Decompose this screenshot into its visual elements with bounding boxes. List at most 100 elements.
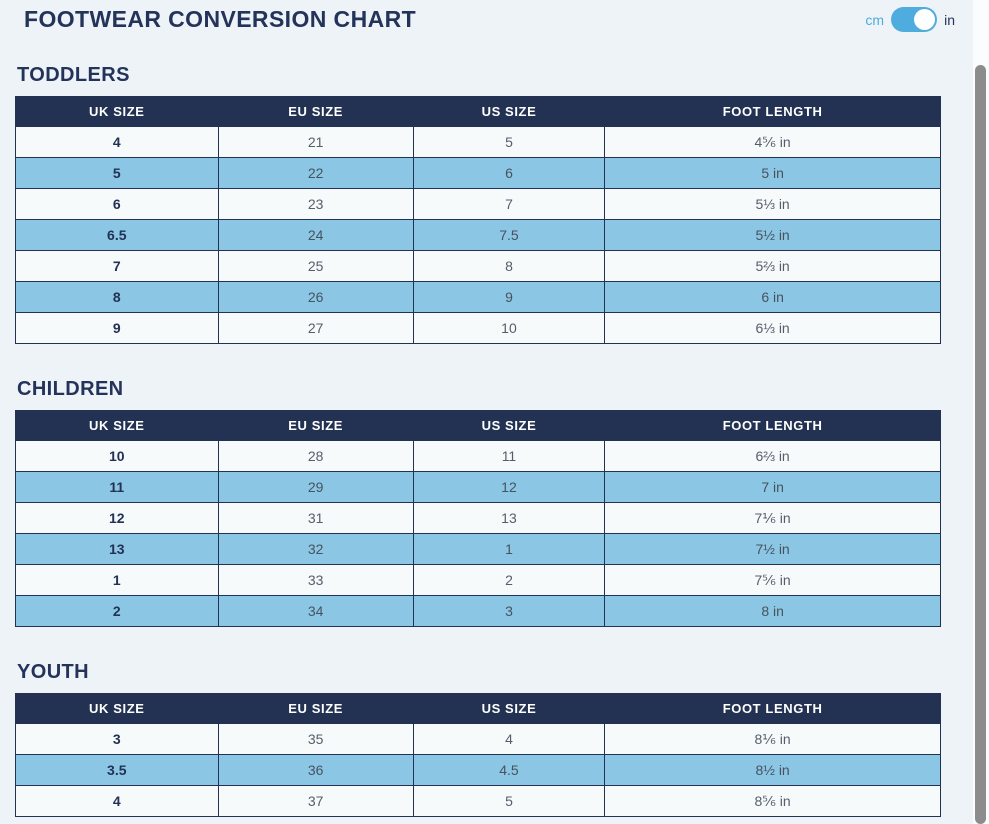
table-cell: 7 — [15, 250, 219, 282]
table-cell: 4 — [412, 723, 606, 755]
table-cell: 4⅚ in — [604, 126, 941, 158]
table-cell: 6 in — [604, 281, 941, 313]
section-heading-youth: YOUTH — [17, 661, 89, 683]
table-cell: 5½ in — [604, 219, 941, 251]
table-cell: 25 — [217, 250, 414, 282]
column-header: UK SIZE — [15, 693, 219, 724]
table-cell: 9 — [412, 281, 606, 313]
unit-label-cm[interactable]: cm — [865, 11, 885, 28]
scrollbar-track[interactable] — [973, 0, 989, 824]
table-cell: 12 — [412, 471, 606, 503]
table-cell: 4.5 — [412, 754, 606, 786]
table-cell: 5 — [412, 126, 606, 158]
table-cell: 27 — [217, 312, 414, 344]
table-row: 3 35 4 8⅙ in — [15, 723, 941, 755]
table-cell: 11 — [15, 471, 219, 503]
table-cell: 32 — [217, 533, 414, 565]
table-cell: 6⅔ in — [604, 440, 941, 472]
table-cell: 37 — [217, 785, 414, 817]
table-cell: 7⅚ in — [604, 564, 941, 596]
children-conversion-table: UK SIZE EU SIZE US SIZE FOOT LENGTH 10 28 11 6… — [15, 410, 941, 627]
table-cell: 1 — [15, 564, 219, 596]
table-cell: 13 — [412, 502, 606, 534]
table-cell: 8 — [15, 281, 219, 313]
unit-label-in[interactable]: in — [944, 11, 955, 28]
table-cell: 24 — [217, 219, 414, 251]
column-header: FOOT LENGTH — [604, 96, 941, 127]
table-cell: 8 in — [604, 595, 941, 627]
column-header: EU SIZE — [217, 96, 414, 127]
table-row: 2 34 3 8 in — [15, 595, 941, 627]
table-cell: 35 — [217, 723, 414, 755]
table-header-row: UK SIZE EU SIZE US SIZE FOOT LENGTH — [15, 96, 941, 127]
table-cell: 3 — [412, 595, 606, 627]
section-youth: YOUTH UK SIZE EU SIZE US SIZE FOOT LENGTH 3… — [15, 661, 941, 817]
table-cell: 4 — [15, 126, 219, 158]
table-cell: 6⅓ in — [604, 312, 941, 344]
table-cell: 1 — [412, 533, 606, 565]
toddlers-conversion-table: UK SIZE EU SIZE US SIZE FOOT LENGTH 4 21 5 4⅚ … — [15, 96, 941, 344]
table-cell: 4 — [15, 785, 219, 817]
table-cell: 31 — [217, 502, 414, 534]
scrollbar-thumb[interactable] — [975, 65, 986, 824]
table-cell: 5⅓ in — [604, 188, 941, 220]
column-header: EU SIZE — [217, 410, 414, 441]
table-row: 13 32 1 7½ in — [15, 533, 941, 565]
column-header: FOOT LENGTH — [604, 693, 941, 724]
table-row: 3.5 36 4.5 8½ in — [15, 754, 941, 786]
table-cell: 7.5 — [412, 219, 606, 251]
table-row: 6.5 24 7.5 5½ in — [15, 219, 941, 251]
table-row: 11 29 12 7 in — [15, 471, 941, 503]
page-header: FOOTWEAR CONVERSION CHART cm in — [0, 0, 973, 33]
table-cell: 33 — [217, 564, 414, 596]
table-row: 4 37 5 8⅚ in — [15, 785, 941, 817]
table-cell: 3 — [15, 723, 219, 755]
table-cell: 5 — [412, 785, 606, 817]
table-header-row: UK SIZE EU SIZE US SIZE FOOT LENGTH — [15, 693, 941, 724]
column-header: FOOT LENGTH — [604, 410, 941, 441]
column-header: US SIZE — [412, 410, 606, 441]
unit-toggle-group: cm in — [865, 7, 955, 32]
table-cell: 5⅔ in — [604, 250, 941, 282]
table-cell: 29 — [217, 471, 414, 503]
table-row: 10 28 11 6⅔ in — [15, 440, 941, 472]
table-cell: 6 — [15, 188, 219, 220]
table-cell: 3.5 — [15, 754, 219, 786]
table-cell: 6 — [412, 157, 606, 189]
section-heading-toddlers: TODDLERS — [17, 64, 130, 86]
table-row: 6 23 7 5⅓ in — [15, 188, 941, 220]
column-header: EU SIZE — [217, 693, 414, 724]
section-children: CHILDREN UK SIZE EU SIZE US SIZE FOOT LENGT… — [15, 378, 941, 627]
table-row: 1 33 2 7⅚ in — [15, 564, 941, 596]
table-cell: 10 — [412, 312, 606, 344]
table-cell: 5 — [15, 157, 219, 189]
table-cell: 8½ in — [604, 754, 941, 786]
table-cell: 8⅙ in — [604, 723, 941, 755]
table-cell: 6.5 — [15, 219, 219, 251]
toggle-knob-icon — [914, 9, 936, 30]
column-header: UK SIZE — [15, 410, 219, 441]
table-cell: 7 — [412, 188, 606, 220]
table-cell: 23 — [217, 188, 414, 220]
table-header-row: UK SIZE EU SIZE US SIZE FOOT LENGTH — [15, 410, 941, 441]
table-cell: 8⅚ in — [604, 785, 941, 817]
table-cell: 21 — [217, 126, 414, 158]
table-cell: 13 — [15, 533, 219, 565]
unit-toggle-switch[interactable] — [891, 7, 938, 32]
table-row: 12 31 13 7⅙ in — [15, 502, 941, 534]
table-cell: 22 — [217, 157, 414, 189]
section-heading-children: CHILDREN — [17, 378, 124, 400]
column-header: US SIZE — [412, 693, 606, 724]
table-row: 5 22 6 5 in — [15, 157, 941, 189]
table-row: 8 26 9 6 in — [15, 281, 941, 313]
table-cell: 5 in — [604, 157, 941, 189]
table-cell: 34 — [217, 595, 414, 627]
table-row: 9 27 10 6⅓ in — [15, 312, 941, 344]
table-cell: 36 — [217, 754, 414, 786]
section-toddlers: TODDLERS UK SIZE EU SIZE US SIZE FOOT LENGT… — [15, 64, 941, 344]
table-row: 4 21 5 4⅚ in — [15, 126, 941, 158]
table-cell: 9 — [15, 312, 219, 344]
table-cell: 2 — [15, 595, 219, 627]
table-cell: 2 — [412, 564, 606, 596]
